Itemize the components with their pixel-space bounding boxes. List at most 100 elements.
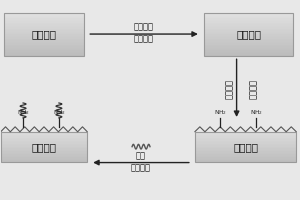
Bar xyxy=(4,24,84,26)
Bar xyxy=(4,23,84,24)
Bar xyxy=(204,43,293,45)
Bar xyxy=(4,46,84,48)
Bar xyxy=(195,154,296,156)
Bar xyxy=(204,42,293,43)
Bar xyxy=(1,148,87,150)
Bar xyxy=(4,49,84,50)
Bar xyxy=(1,132,87,133)
Bar xyxy=(204,23,293,24)
Text: NH$_2$: NH$_2$ xyxy=(214,109,226,117)
Bar xyxy=(4,45,84,46)
Bar xyxy=(204,18,293,20)
Bar xyxy=(204,27,293,29)
Text: 碳二亚胺: 碳二亚胺 xyxy=(131,163,151,172)
Bar xyxy=(195,139,296,141)
Text: 基底材料: 基底材料 xyxy=(32,29,56,39)
Bar xyxy=(195,133,296,135)
Bar xyxy=(204,48,293,49)
Bar xyxy=(4,53,84,55)
Bar xyxy=(204,34,293,36)
Bar xyxy=(1,153,87,154)
Bar xyxy=(4,36,84,37)
Bar xyxy=(195,138,296,139)
Bar xyxy=(204,55,293,56)
Bar xyxy=(1,136,87,138)
Bar xyxy=(1,160,87,162)
Bar xyxy=(204,17,293,18)
Bar xyxy=(204,37,293,39)
Bar xyxy=(195,136,296,138)
Text: NH$_2$: NH$_2$ xyxy=(52,109,65,117)
Bar xyxy=(204,50,293,52)
Bar xyxy=(195,157,296,159)
Bar xyxy=(1,145,87,147)
Bar xyxy=(4,14,84,16)
Bar xyxy=(1,154,87,156)
Bar xyxy=(4,52,84,53)
Bar xyxy=(195,132,296,162)
Text: 亚氨基酸: 亚氨基酸 xyxy=(225,79,234,99)
Bar xyxy=(204,29,293,30)
Bar xyxy=(204,13,293,56)
Bar xyxy=(204,13,293,14)
Bar xyxy=(204,45,293,46)
Bar xyxy=(4,17,84,18)
Bar xyxy=(4,48,84,49)
Bar xyxy=(4,55,84,56)
Text: 亲体溶剂: 亲体溶剂 xyxy=(248,79,257,99)
Bar xyxy=(195,153,296,154)
Bar xyxy=(195,132,296,133)
Text: 基底材料: 基底材料 xyxy=(32,142,56,152)
Bar xyxy=(1,144,87,145)
Bar xyxy=(4,32,84,33)
Bar xyxy=(204,36,293,37)
Text: 基底材料: 基底材料 xyxy=(233,142,258,152)
Bar xyxy=(1,156,87,157)
Bar xyxy=(195,150,296,151)
Text: 酚类分子: 酚类分子 xyxy=(134,22,154,31)
Bar xyxy=(4,39,84,40)
Bar xyxy=(4,30,84,32)
Text: NH$_2$: NH$_2$ xyxy=(17,109,29,117)
Bar xyxy=(204,30,293,32)
Bar xyxy=(204,52,293,53)
Bar xyxy=(4,13,84,14)
Bar xyxy=(1,135,87,136)
Bar xyxy=(195,147,296,148)
Bar xyxy=(204,53,293,55)
Bar xyxy=(204,33,293,34)
Bar xyxy=(204,26,293,27)
Bar xyxy=(1,142,87,144)
Bar xyxy=(1,157,87,159)
Bar xyxy=(1,141,87,142)
Bar xyxy=(195,142,296,144)
Bar xyxy=(4,20,84,21)
Bar xyxy=(204,20,293,21)
Bar xyxy=(195,156,296,157)
Text: 碌性条件: 碌性条件 xyxy=(134,34,154,43)
Bar xyxy=(4,37,84,39)
Bar xyxy=(204,21,293,23)
Bar xyxy=(4,18,84,20)
Bar xyxy=(4,16,84,17)
Bar xyxy=(204,24,293,26)
Bar xyxy=(1,132,87,162)
Bar xyxy=(195,145,296,147)
Bar xyxy=(195,159,296,160)
Bar xyxy=(1,138,87,139)
Bar xyxy=(1,133,87,135)
Bar xyxy=(204,14,293,16)
Bar xyxy=(4,34,84,36)
Bar xyxy=(4,33,84,34)
Bar xyxy=(204,46,293,48)
Bar xyxy=(1,150,87,151)
Bar xyxy=(195,148,296,150)
Bar xyxy=(1,147,87,148)
Text: 肝素: 肝素 xyxy=(136,151,146,160)
Bar xyxy=(1,159,87,160)
Bar xyxy=(204,16,293,17)
Bar xyxy=(4,43,84,45)
Text: NH$_2$: NH$_2$ xyxy=(250,109,262,117)
Bar xyxy=(4,42,84,43)
Bar xyxy=(4,21,84,23)
